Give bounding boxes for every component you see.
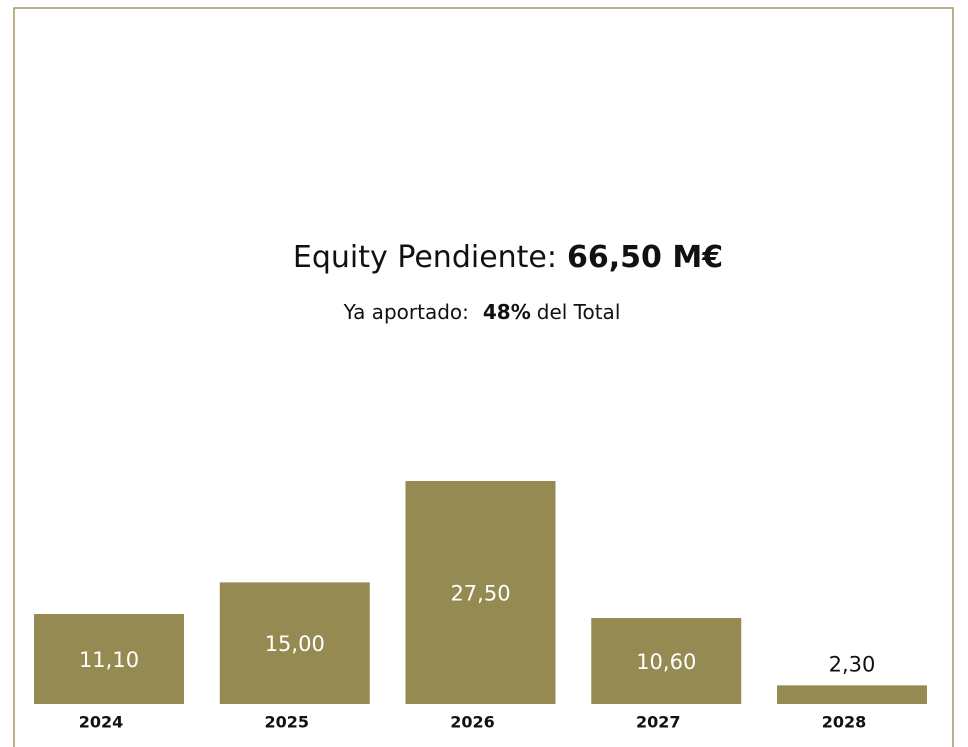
bar [405, 481, 556, 704]
x-tick-label: 2025 [264, 713, 309, 732]
bar [34, 613, 184, 704]
frame [13, 7, 954, 747]
value-label: 27,50 [450, 582, 510, 606]
bar [219, 582, 370, 704]
value-label: 10,60 [636, 650, 696, 674]
title-value: 66,50 M€ [567, 240, 723, 275]
x-tick-label: 2028 [822, 713, 867, 732]
title-text: Equity Pendiente: [293, 240, 557, 275]
x-tick-label: 2024 [79, 713, 124, 732]
value-label: 15,00 [265, 632, 325, 656]
value-label: 11,10 [79, 648, 139, 672]
x-tick-label: 2026 [450, 713, 495, 732]
value-label: 2,30 [829, 652, 876, 676]
chart-title: Equity Pendiente: 66,50 M€ [293, 240, 723, 275]
x-tick-label: 2027 [636, 713, 681, 732]
subtitle-text: Ya aportado: [343, 300, 469, 324]
subtitle-value: 48% [483, 300, 531, 324]
chart-subtitle: Ya aportado: 48% del Total [343, 300, 621, 324]
bar [777, 685, 927, 704]
bar [591, 618, 742, 704]
subtitle-text: del Total [537, 300, 621, 324]
